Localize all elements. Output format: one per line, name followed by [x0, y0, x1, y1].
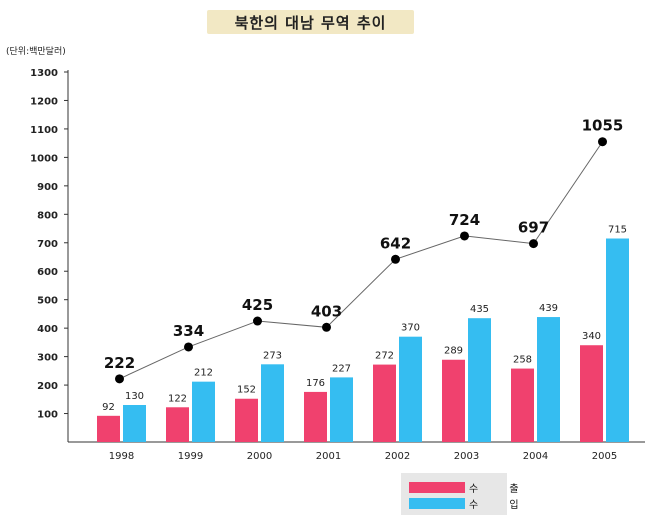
x-tick-label: 1998	[109, 451, 134, 462]
total-point	[529, 239, 538, 249]
total-point	[460, 231, 469, 241]
data-label-export: 92	[102, 402, 115, 413]
total-point	[391, 254, 400, 264]
legend: 수 출 수 입	[401, 473, 519, 515]
bar-export	[304, 391, 327, 442]
total-point	[184, 342, 193, 352]
total-point	[598, 137, 607, 147]
x-tick-label: 2005	[592, 451, 617, 462]
bar-import	[399, 336, 422, 442]
data-label-export: 152	[237, 385, 256, 396]
y-tick-label: 200	[37, 381, 58, 392]
bar-import	[330, 377, 353, 442]
bar-import	[261, 364, 284, 442]
data-label-export: 258	[513, 355, 532, 366]
total-point	[322, 322, 331, 332]
bar-export	[511, 368, 534, 442]
bar-import	[606, 238, 629, 442]
bar-export	[373, 364, 396, 442]
data-label-import: 130	[125, 391, 144, 402]
data-label-import: 435	[470, 304, 489, 315]
y-tick-label: 1200	[30, 96, 58, 107]
bar-export	[580, 345, 603, 442]
data-label-export: 272	[375, 351, 394, 362]
data-label-total: 334	[173, 322, 204, 340]
legend-swatch-export	[409, 482, 465, 493]
bar-import	[192, 381, 215, 442]
data-label-import: 273	[263, 350, 282, 361]
legend-swatch-import	[409, 498, 465, 509]
y-tick-label: 100	[37, 410, 58, 421]
y-tick-label: 700	[37, 239, 58, 250]
unit-label: (단위:백만달러)	[6, 47, 66, 57]
x-tick-label: 2003	[454, 451, 479, 462]
y-tick-label: 1000	[30, 153, 58, 164]
y-tick-label: 400	[37, 324, 58, 335]
bar-export	[166, 407, 189, 442]
data-label-export: 122	[168, 393, 187, 404]
bar-import	[537, 317, 560, 442]
total-line	[119, 141, 603, 380]
data-label-total: 403	[311, 302, 342, 320]
x-tick-label: 2000	[247, 451, 272, 462]
data-label-export: 289	[444, 346, 463, 357]
bar-import	[123, 405, 146, 442]
y-tick-label: 600	[37, 267, 58, 278]
bar-export	[97, 415, 120, 442]
data-label-import: 370	[401, 323, 420, 334]
data-label-total: 697	[518, 219, 549, 237]
total-point	[115, 374, 124, 384]
y-tick-label: 800	[37, 210, 58, 221]
data-label-import: 715	[608, 225, 627, 236]
data-label-export: 340	[582, 331, 601, 342]
data-label-import: 227	[332, 363, 351, 374]
total-point	[253, 316, 262, 326]
data-label-total: 642	[380, 234, 411, 252]
data-label-total: 1055	[582, 117, 624, 135]
data-label-total: 222	[104, 354, 135, 372]
data-label-export: 176	[306, 378, 325, 389]
chart-title: 북한의 대남 무역 추이	[207, 10, 414, 34]
data-label-import: 439	[539, 303, 558, 314]
legend-label-export: 수 출	[469, 484, 533, 495]
legend-item-import: 수 입	[409, 497, 519, 511]
bar-export	[442, 359, 465, 442]
x-tick-label: 1999	[178, 451, 203, 462]
bar-import	[468, 318, 491, 442]
y-tick-label: 300	[37, 353, 58, 364]
x-tick-label: 2001	[316, 451, 341, 462]
x-tick-label: 2002	[385, 451, 410, 462]
y-tick-label: 1100	[30, 125, 58, 136]
data-label-total: 425	[242, 296, 273, 314]
data-label-total: 724	[449, 211, 480, 229]
x-tick-label: 2004	[523, 451, 548, 462]
y-tick-label: 500	[37, 296, 58, 307]
legend-label-import: 수 입	[469, 500, 533, 511]
bar-export	[235, 398, 258, 442]
y-tick-label: 1300	[30, 68, 58, 79]
legend-item-export: 수 출	[409, 481, 519, 495]
y-tick-label: 900	[37, 182, 58, 193]
data-label-import: 212	[194, 368, 213, 379]
